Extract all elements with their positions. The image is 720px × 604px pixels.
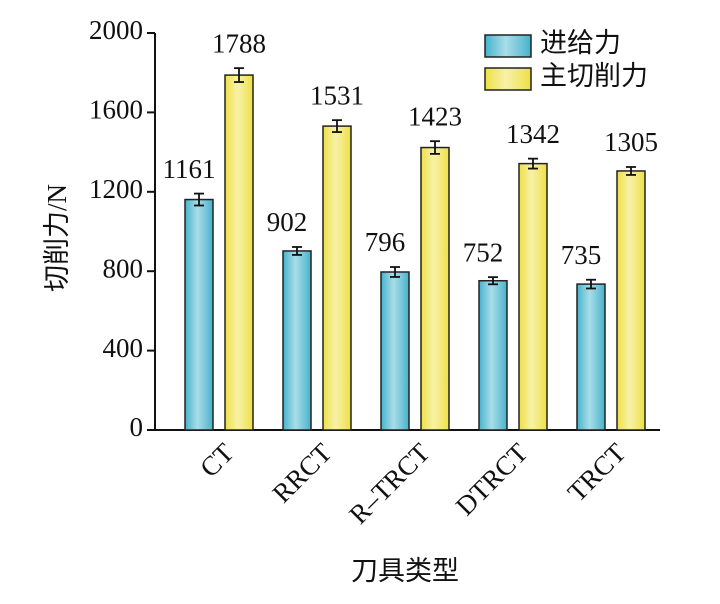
error-bar: [626, 166, 636, 176]
bar: [478, 279, 508, 431]
bar: [420, 146, 450, 431]
bar: [322, 125, 352, 431]
data-label: 1305: [604, 127, 658, 157]
data-label: 796: [365, 227, 406, 257]
bar: [184, 198, 214, 431]
bar: [224, 74, 254, 431]
data-label: 1342: [506, 119, 560, 149]
error-bar: [390, 266, 400, 278]
error-bar: [488, 276, 498, 286]
x-axis-label: 刀具类型: [351, 556, 459, 586]
bar: [616, 170, 646, 431]
data-label: 752: [463, 237, 504, 267]
error-bar: [586, 278, 596, 290]
data-label: 1531: [310, 80, 364, 110]
y-tick-label: 2000: [89, 15, 143, 45]
error-bar: [292, 246, 302, 256]
y-tick-label: 1200: [89, 174, 143, 204]
y-axis-label: 切削力/N: [42, 184, 72, 292]
data-label: 735: [561, 240, 602, 270]
legend-label: 进给力: [540, 28, 621, 58]
error-bar: [430, 140, 440, 155]
y-tick-label: 400: [103, 333, 144, 363]
bar: [282, 250, 312, 431]
y-tick-label: 1600: [89, 95, 143, 125]
x-tick-label: TRCT: [562, 437, 632, 507]
x-tick-label: RRCT: [267, 437, 338, 508]
data-label: 1423: [408, 101, 462, 131]
x-tick-label: CT: [194, 437, 240, 483]
data-label: 1161: [163, 154, 216, 184]
error-bar: [194, 192, 204, 207]
y-tick-label: 0: [130, 412, 144, 442]
error-bar: [234, 67, 244, 83]
error-bar: [332, 119, 342, 133]
x-tick-label: R–TRCT: [343, 437, 436, 530]
bar: [380, 271, 410, 431]
bar: [576, 283, 606, 431]
data-label: 902: [267, 207, 308, 237]
data-label: 1788: [212, 28, 266, 58]
bar: [518, 162, 548, 431]
legend-label: 主切削力: [540, 61, 648, 91]
legend-swatch: [484, 67, 532, 91]
legend-swatch: [484, 34, 532, 58]
x-tick-label: DTRCT: [450, 437, 534, 521]
y-tick-label: 800: [103, 253, 144, 283]
error-bar: [528, 157, 538, 170]
